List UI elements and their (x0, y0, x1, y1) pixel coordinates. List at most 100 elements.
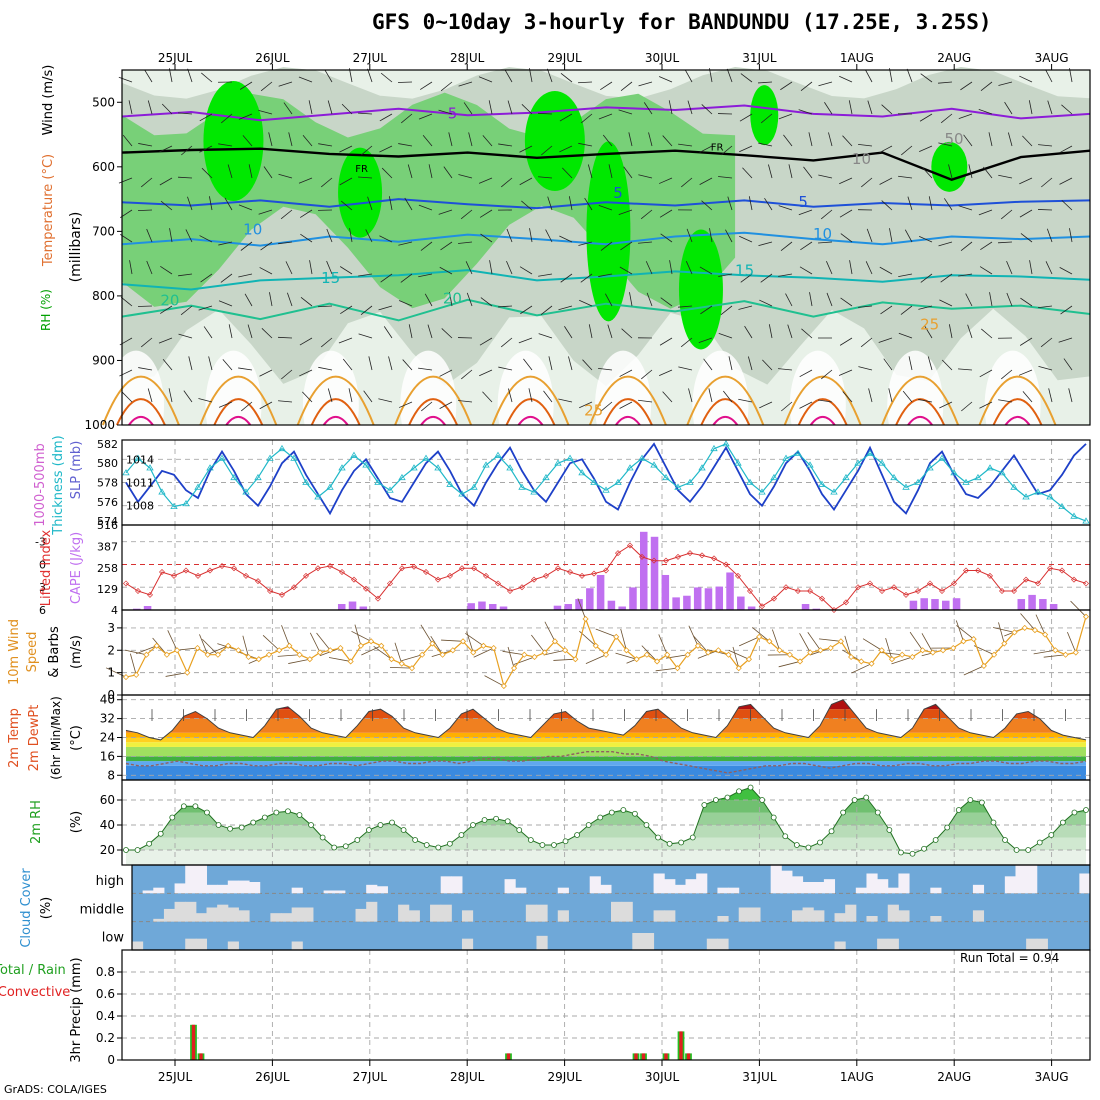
thickness-point (938, 454, 946, 461)
wind-speed-point (429, 640, 436, 647)
isotherm-25-arch (491, 375, 570, 426)
wind-barb (1045, 69, 1053, 83)
wind-speed-point (562, 647, 569, 654)
cape-bar (1039, 599, 1047, 610)
cape-tick-129: 129 (97, 583, 118, 596)
wind-barb (781, 401, 793, 412)
wind-barb (818, 399, 833, 403)
wind-barb (883, 358, 893, 371)
thickness-point (866, 449, 874, 456)
temp-colour-band (126, 737, 1086, 743)
contour-label-20: 20 (443, 290, 462, 308)
wind-barb (778, 368, 793, 371)
cape-bar (607, 600, 616, 610)
wind-barb (541, 145, 553, 156)
wind-barb (341, 103, 353, 115)
cape-bar (348, 601, 357, 610)
thickness-point (1070, 512, 1078, 519)
cloud-cell-high (249, 882, 261, 894)
wind-speed-point (551, 638, 559, 645)
li-point (711, 555, 717, 562)
wind-barb (1020, 297, 1033, 307)
wind-barb (479, 337, 493, 346)
wind-speed-point (735, 665, 742, 672)
wind-barb (1047, 100, 1053, 115)
wind-barb (960, 81, 973, 91)
wind-speed-point (531, 653, 538, 661)
wind-barb (1038, 305, 1053, 309)
wind-barb (348, 388, 353, 403)
isotherm-35-arch (809, 415, 836, 426)
li-point (963, 567, 969, 574)
wind-barb (840, 233, 853, 243)
wind-barb (619, 401, 633, 409)
wind-barb (398, 300, 413, 307)
wind-barb (367, 196, 373, 211)
wind-speed-point (1062, 651, 1069, 658)
cape-bar (467, 603, 475, 610)
wind-speed-point (194, 644, 201, 652)
li-point (783, 584, 789, 591)
wind-barb (538, 176, 553, 179)
wind-barb-10m (129, 653, 137, 675)
wind-barb (258, 109, 273, 115)
wind-speed-point (541, 649, 548, 656)
cloud-cell-middle (749, 907, 761, 922)
precip-convective-bar (641, 1053, 646, 1060)
cloud-unit-label: (%) (39, 897, 54, 920)
wind-barb (288, 132, 293, 147)
rh-dry-plume (595, 350, 652, 461)
cloud-cell-middle (217, 904, 229, 922)
temp-colour-band (126, 699, 1086, 710)
isotherm-30-arch (895, 398, 946, 426)
wind-speed-point (674, 665, 681, 672)
wind-barb (379, 235, 393, 243)
rh-point (689, 834, 696, 841)
cloud-cell-high (674, 884, 687, 894)
rh-tick-60: 60 (100, 793, 115, 807)
wind-barb (858, 366, 873, 371)
cloud-cell-high (813, 882, 825, 894)
li-point (891, 584, 897, 591)
cloud-cell-high (334, 890, 346, 894)
wind-barb (703, 358, 713, 371)
cloud-cell-middle (238, 910, 250, 922)
wind-barb (701, 104, 713, 115)
li-point (231, 565, 237, 572)
li-point (1059, 567, 1065, 574)
wind-speed-point (888, 656, 896, 663)
li-point (543, 572, 549, 579)
wind-barb (760, 273, 773, 283)
li-point (183, 567, 189, 574)
thickness-point (422, 454, 430, 461)
cloud-cell-low (642, 933, 655, 950)
thickness-point (782, 454, 790, 461)
wind-barb (979, 266, 993, 275)
wind-barb (983, 166, 993, 179)
rh-point (134, 847, 141, 853)
li-point (735, 572, 741, 579)
wind-barb-10m (620, 628, 627, 651)
rh-point (435, 844, 442, 851)
panel-frame-precip (121, 949, 1091, 1061)
rh-point (793, 842, 800, 848)
wind-barb (979, 369, 993, 378)
wind-barb (928, 196, 933, 211)
wind-barb-10m (135, 645, 157, 655)
wind-barb-10m (328, 657, 351, 662)
wind-speed-point (153, 642, 160, 649)
wind-barb (738, 398, 753, 403)
thickness-point (722, 440, 730, 447)
wind-barb (709, 228, 713, 243)
wind-barb (818, 174, 833, 179)
cloud-cell-middle (270, 913, 282, 922)
cloud-cell-high (1026, 865, 1038, 894)
wind-barb (198, 398, 213, 403)
wind-barb (798, 109, 813, 115)
cloud-cell-middle (898, 910, 910, 922)
date-label-bottom-27JUL: 27JUL (353, 1070, 388, 1084)
rh-point (608, 809, 615, 816)
wind-barb (227, 164, 233, 179)
cloud-cell-middle (281, 913, 293, 922)
wind-barb (1060, 305, 1073, 315)
